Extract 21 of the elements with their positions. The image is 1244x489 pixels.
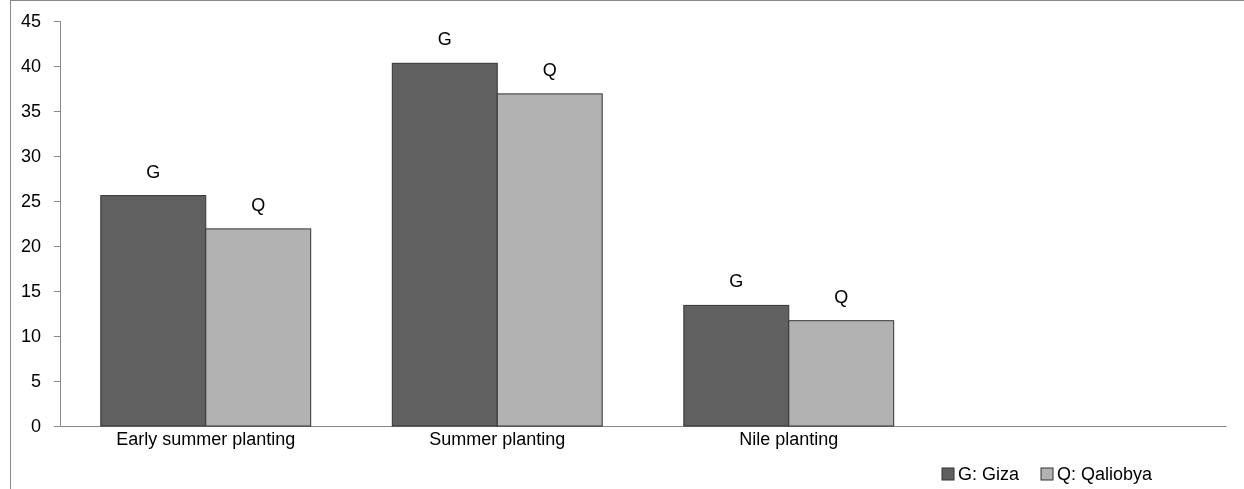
legend-label: Q: Qaliobya [1057, 464, 1154, 484]
x-tick-label: Early summer planting [116, 429, 296, 449]
annotation: Q [834, 286, 849, 307]
y-tick-label: 20 [20, 236, 41, 257]
x-tick-label: Nile planting [739, 429, 839, 449]
x-tick-label: Summer planting [429, 429, 566, 449]
y-tick-label: 10 [20, 326, 41, 347]
y-tick-label: 35 [20, 101, 41, 122]
annotation: Q [251, 194, 266, 215]
annotation: G [437, 29, 452, 50]
y-tick-label: 15 [20, 281, 41, 302]
annotation: G [146, 161, 161, 182]
y-tick-label: 30 [20, 146, 41, 167]
y-tick-label: 25 [20, 191, 41, 212]
y-tick-label: 45 [20, 11, 41, 32]
annotation: G [729, 271, 744, 292]
annotation: Q [542, 59, 557, 80]
y-tick-label: 5 [30, 371, 41, 392]
legend-label: G: Giza [958, 464, 1020, 484]
y-tick-label: 0 [30, 416, 41, 437]
y-tick-label: 40 [20, 56, 41, 77]
